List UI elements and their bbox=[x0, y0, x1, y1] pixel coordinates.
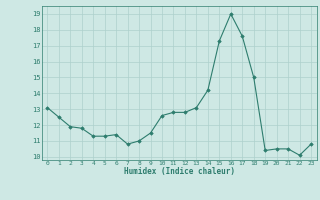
X-axis label: Humidex (Indice chaleur): Humidex (Indice chaleur) bbox=[124, 167, 235, 176]
